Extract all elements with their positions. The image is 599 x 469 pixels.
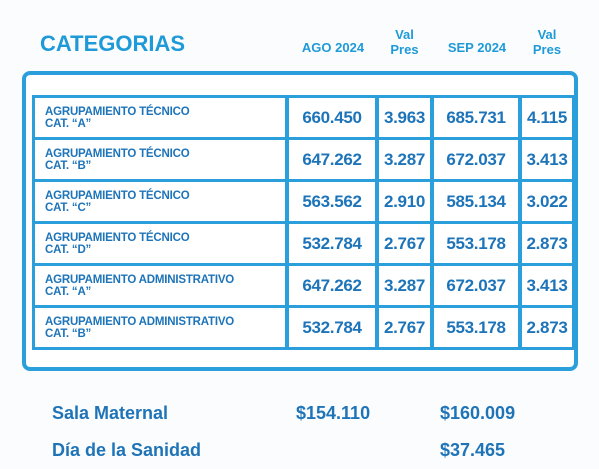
value-cell: 647.262 (286, 137, 378, 182)
value-cell: 3.413 (519, 263, 575, 308)
column-header: SEP 2024 (447, 40, 507, 55)
column-header: Val Pres (532, 27, 562, 57)
extra-label: Sala Maternal (52, 403, 169, 423)
category-cell: AGRUPAMIENTO TÉCNICO CAT. “C” (32, 179, 288, 224)
category-cell: AGRUPAMIENTO ADMINISTRATIVO CAT. “B” (32, 305, 288, 350)
value-cell: 660.450 (286, 95, 378, 140)
extra-label: Día de la Sanidad (52, 440, 202, 460)
extra-value: $37.465 (440, 440, 506, 460)
value-cell: 3.963 (376, 95, 433, 140)
value-cell: 2.767 (376, 221, 433, 266)
value-cell: 532.784 (286, 305, 378, 350)
value-cell: 553.178 (431, 305, 521, 350)
category-cell: AGRUPAMIENTO ADMINISTRATIVO CAT. “A” (32, 263, 288, 308)
value-cell: 4.115 (519, 95, 575, 140)
value-cell: 672.037 (431, 263, 521, 308)
value-cell: 2.873 (519, 221, 575, 266)
category-cell: AGRUPAMIENTO TÉCNICO CAT. “A” (32, 95, 288, 140)
value-cell: 3.287 (376, 137, 433, 182)
value-cell: 685.731 (431, 95, 521, 140)
value-cell: 2.767 (376, 305, 433, 350)
value-cell: 563.562 (286, 179, 378, 224)
value-cell: 3.287 (376, 263, 433, 308)
extra-value: $160.009 (440, 403, 516, 423)
column-header: Val Pres (390, 27, 419, 57)
column-header: AGO 2024 (301, 40, 365, 55)
value-cell: 585.134 (431, 179, 521, 224)
extra-value: $154.110 (296, 403, 371, 423)
value-cell: 2.873 (519, 305, 575, 350)
value-cell: 672.037 (431, 137, 521, 182)
value-cell: 3.413 (519, 137, 575, 182)
value-cell: 3.022 (519, 179, 575, 224)
value-cell: 553.178 (431, 221, 521, 266)
category-cell: AGRUPAMIENTO TÉCNICO CAT. “D” (32, 221, 288, 266)
value-cell: 647.262 (286, 263, 378, 308)
column-header-main: CATEGORIAS (40, 31, 186, 56)
category-cell: AGRUPAMIENTO TÉCNICO CAT. “B” (32, 137, 288, 182)
value-cell: 2.910 (376, 179, 433, 224)
value-cell: 532.784 (286, 221, 378, 266)
